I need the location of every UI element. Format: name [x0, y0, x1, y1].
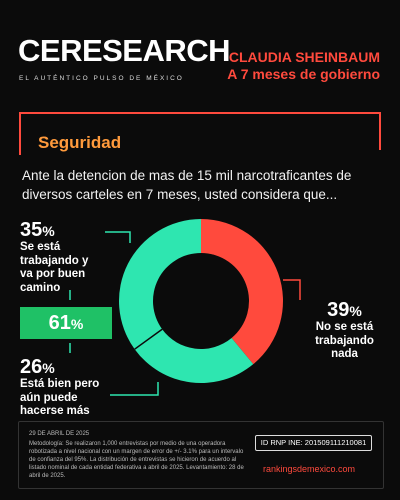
- connector-39: [283, 279, 301, 300]
- header: CERESEARCH EL AUTÉNTICO PULSO DE MÉXICO …: [0, 0, 400, 100]
- footer-methodology: Metodología: Se realizaron 1,000 entrevi…: [29, 441, 244, 479]
- pct-39: 39%: [327, 299, 362, 321]
- ine-id-badge: ID RNP INE: 201509111210081: [255, 435, 372, 451]
- website-link[interactable]: rankingsdemexico.com: [263, 464, 356, 474]
- brand-logo: CERESEARCH: [18, 33, 231, 68]
- desc-26: Está bien pero aún puede hacerse más: [20, 378, 100, 417]
- desc-39: No se está trabajando nada: [315, 321, 374, 360]
- footer-date: 29 DE ABRIL DE 2025: [29, 431, 90, 437]
- donut-slice-2: [134, 329, 254, 383]
- footer-box: [18, 421, 384, 489]
- donut-svg: [119, 219, 283, 383]
- donut-chart: [118, 218, 284, 384]
- total-positive-badge: 61%: [20, 307, 112, 339]
- donut-slice-3: [119, 219, 201, 350]
- brand-logo-text: CERESEARCH: [18, 33, 231, 68]
- survey-question: Ante la detencion de mas de 15 mil narco…: [22, 168, 352, 202]
- label-buen-camino: 35% Se está trabajando y va por buen cam…: [20, 220, 100, 295]
- donut-slice-1: [201, 219, 283, 365]
- pct-26: 26%: [20, 356, 55, 378]
- headline-name: CLAUDIA SHEINBAUM: [228, 49, 380, 65]
- brand-tagline: EL AUTÉNTICO PULSO DE MÉXICO: [19, 75, 184, 82]
- label-puede-mas: 26% Está bien pero aún puede hacerse más: [20, 357, 120, 419]
- headline-subtitle: A 7 meses de gobierno: [227, 66, 380, 82]
- desc-35: Se está trabajando y va por buen camino: [20, 241, 89, 294]
- slice-separator: [134, 328, 163, 350]
- pct-35: 35%: [20, 219, 55, 241]
- label-no-trabajando: 39% No se está trabajando nada: [302, 300, 387, 362]
- section-title: Seguridad: [38, 133, 122, 152]
